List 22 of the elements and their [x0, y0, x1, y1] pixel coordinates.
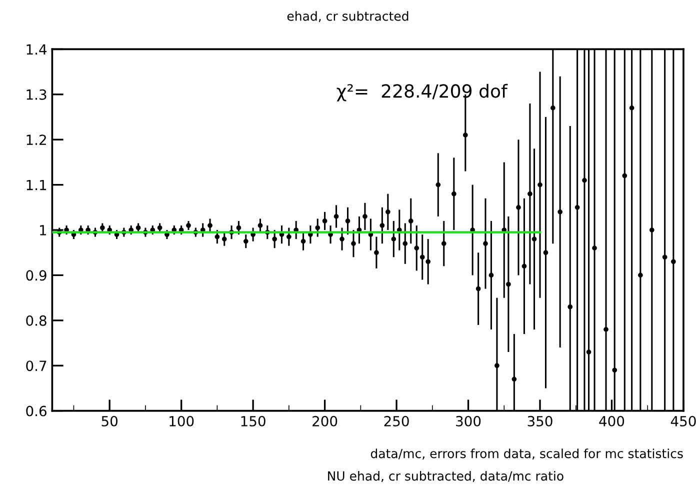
x-tick-label: 50 [102, 416, 118, 426]
y-tick-label: 1.2 [26, 134, 46, 145]
y-tick-label: 0.8 [26, 315, 46, 326]
x-tick-label: 400 [599, 416, 624, 426]
x-tick-label: 350 [528, 416, 552, 426]
y-tick-label: 0.7 [26, 360, 46, 372]
y-tick-label: 1.1 [26, 180, 46, 190]
y-tick-label: 1.3 [26, 89, 46, 100]
x-tick-label: 300 [456, 416, 481, 426]
x-tick-label: 250 [384, 416, 409, 426]
x-tick-label: 200 [312, 416, 338, 426]
y-tick-label: 1 [40, 225, 46, 236]
x-tick-label: 100 [170, 416, 194, 426]
x-tick-label: 150 [241, 416, 266, 426]
y-tick-label: 0.6 [26, 406, 46, 416]
annotation: χ²= 228.4/209 dof [336, 84, 508, 102]
y-tick-label: 0.9 [26, 270, 46, 281]
y-tick-label: 1.4 [26, 44, 47, 54]
x-axis-title: data/mc, errors from data, scaled for mc statistics [370, 448, 683, 460]
text: NU ehad, cr subtracted, data/mc ratio [328, 471, 564, 482]
chart-title: ehad, cr subtracted [287, 11, 408, 22]
x-tick-label: 450 [670, 416, 696, 426]
